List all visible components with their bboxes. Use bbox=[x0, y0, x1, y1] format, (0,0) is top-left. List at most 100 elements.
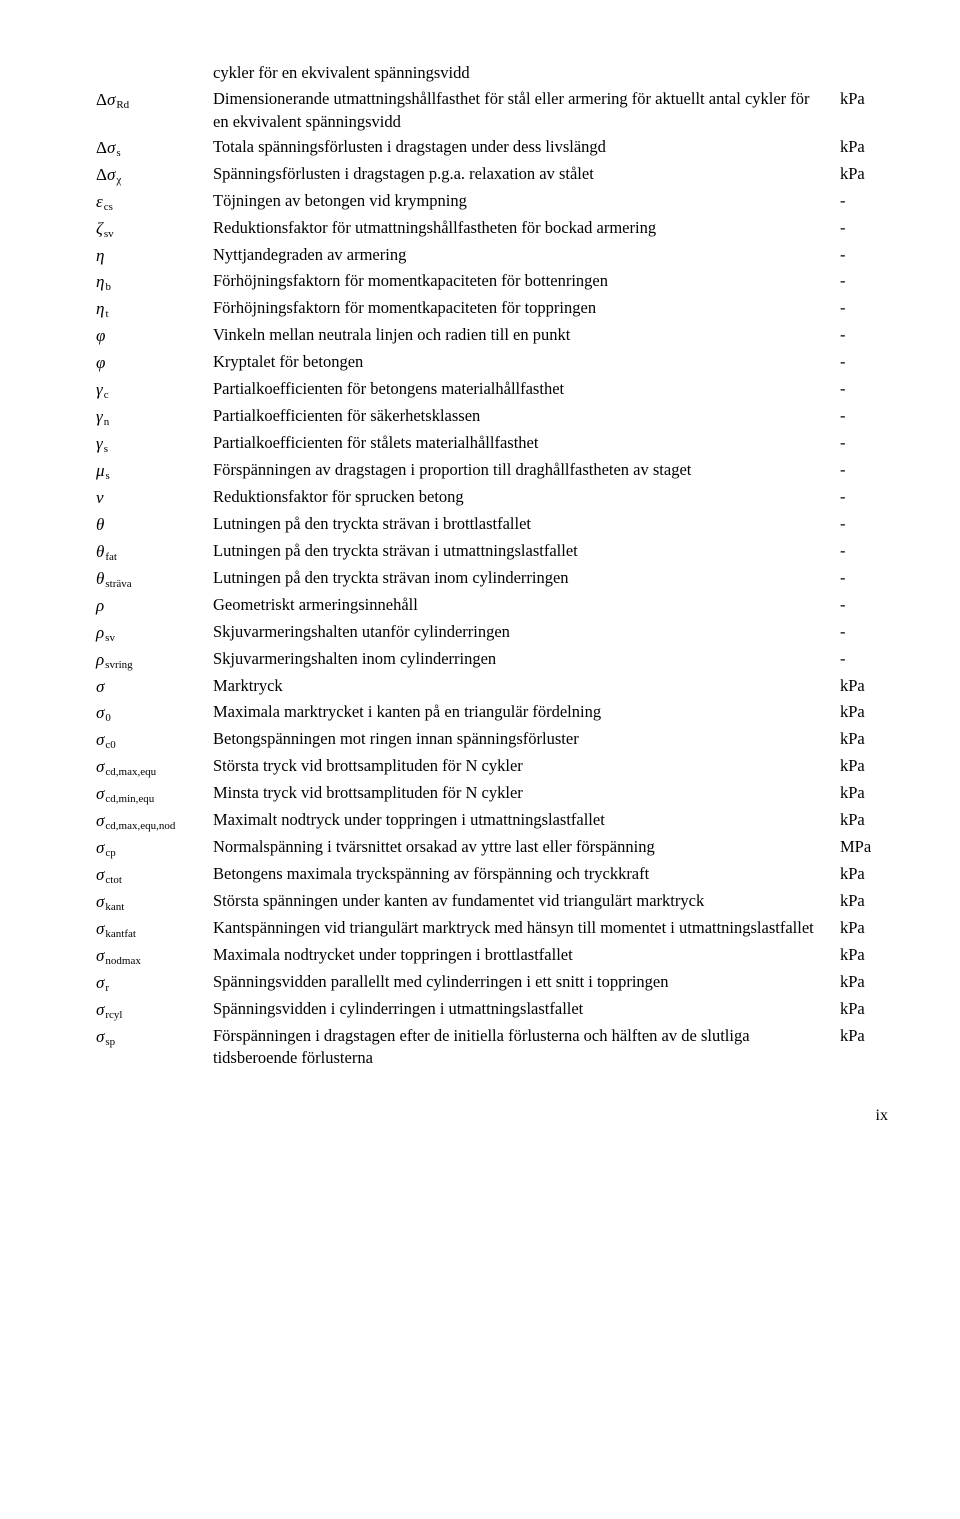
symbol-cell: θsträva bbox=[96, 567, 213, 591]
description-cell: Normalspänning i tvärsnittet orsakad av … bbox=[213, 836, 840, 858]
description-cell: Reduktionsfaktor för sprucken betong bbox=[213, 486, 840, 508]
symbol-row: ζsvReduktionsfaktor för utmattningshållf… bbox=[96, 217, 888, 241]
symbol-row: σnodmaxMaximala nodtrycket under topprin… bbox=[96, 944, 888, 968]
symbol-cell: σ bbox=[96, 675, 213, 699]
description-cell: Partialkoefficienten för stålets materia… bbox=[213, 432, 840, 454]
symbol-cell: Δσs bbox=[96, 136, 213, 160]
symbol-row: ΔσRdDimensionerande utmattningshållfasth… bbox=[96, 88, 888, 133]
symbol-row: σcd,max,equStörsta tryck vid brottsampli… bbox=[96, 755, 888, 779]
symbol-row: μsFörspänningen av dragstagen i proporti… bbox=[96, 459, 888, 483]
symbol-row: σrSpänningsvidden parallellt med cylinde… bbox=[96, 971, 888, 995]
symbol-row: ΔσχSpänningsförlusten i dragstagen p.g.a… bbox=[96, 163, 888, 187]
symbol-cell: σnodmax bbox=[96, 944, 213, 968]
description-cell: Största tryck vid brottsamplituden för N… bbox=[213, 755, 840, 777]
symbol-row: σkantfatKantspänningen vid triangulärt m… bbox=[96, 917, 888, 941]
symbol-row: ηbFörhöjningsfaktorn för momentkapacitet… bbox=[96, 270, 888, 294]
unit-cell: kPa bbox=[840, 863, 888, 885]
unit-cell: kPa bbox=[840, 782, 888, 804]
symbol-row: γsPartialkoefficienten för stålets mater… bbox=[96, 432, 888, 456]
unit-cell: - bbox=[840, 513, 888, 535]
description-cell: Dimensionerande utmattningshållfasthet f… bbox=[213, 88, 840, 133]
symbol-cell: μs bbox=[96, 459, 213, 483]
symbol-cell: σcd,max,equ bbox=[96, 755, 213, 779]
description-cell: Spänningsvidden i cylinderringen i utmat… bbox=[213, 998, 840, 1020]
description-cell: Betongspänningen mot ringen innan spänni… bbox=[213, 728, 840, 750]
symbol-row: σcd,max,equ,nodMaximalt nodtryck under t… bbox=[96, 809, 888, 833]
symbol-cell: η bbox=[96, 244, 213, 268]
symbol-cell: σrcyl bbox=[96, 998, 213, 1022]
symbol-cell: σr bbox=[96, 971, 213, 995]
description-cell: Lutningen på den tryckta strävan i utmat… bbox=[213, 540, 840, 562]
symbol-cell: θ bbox=[96, 513, 213, 537]
symbol-row: γcPartialkoefficienten för betongens mat… bbox=[96, 378, 888, 402]
symbol-cell: σsp bbox=[96, 1025, 213, 1049]
symbol-cell: σcp bbox=[96, 836, 213, 860]
description-cell: Nyttjandegraden av armering bbox=[213, 244, 840, 266]
symbol-row: ρsvringSkjuvarmeringshalten inom cylinde… bbox=[96, 648, 888, 672]
unit-cell: kPa bbox=[840, 88, 888, 110]
description-cell: Reduktionsfaktor för utmattningshållfast… bbox=[213, 217, 840, 239]
symbol-cell: Δσχ bbox=[96, 163, 213, 187]
unit-cell: kPa bbox=[840, 998, 888, 1020]
description-cell: Lutningen på den tryckta strävan i brott… bbox=[213, 513, 840, 535]
symbol-row: ηtFörhöjningsfaktorn för momentkapacitet… bbox=[96, 297, 888, 321]
symbol-cell: ΔσRd bbox=[96, 88, 213, 112]
unit-cell: - bbox=[840, 567, 888, 589]
continuation-line: cykler för en ekvivalent spänningsvidd bbox=[213, 62, 888, 84]
description-cell: Minsta tryck vid brottsamplituden för N … bbox=[213, 782, 840, 804]
description-cell: Geometriskt armeringsinnehåll bbox=[213, 594, 840, 616]
unit-cell: kPa bbox=[840, 944, 888, 966]
symbol-row: ΔσsTotala spänningsförlusten i dragstage… bbox=[96, 136, 888, 160]
symbol-cell: ρ bbox=[96, 594, 213, 618]
description-cell: Betongens maximala tryckspänning av förs… bbox=[213, 863, 840, 885]
unit-cell: kPa bbox=[840, 971, 888, 993]
unit-cell: kPa bbox=[840, 675, 888, 697]
description-cell: Förspänningen i dragstagen efter de init… bbox=[213, 1025, 840, 1070]
symbol-row: γnPartialkoefficienten för säkerhetsklas… bbox=[96, 405, 888, 429]
symbol-row: σspFörspänningen i dragstagen efter de i… bbox=[96, 1025, 888, 1070]
description-cell: Förhöjningsfaktorn för momentkapaciteten… bbox=[213, 270, 840, 292]
unit-cell: - bbox=[840, 648, 888, 670]
symbol-cell: σkant bbox=[96, 890, 213, 914]
description-cell: Spänningsvidden parallellt med cylinderr… bbox=[213, 971, 840, 993]
unit-cell: - bbox=[840, 540, 888, 562]
unit-cell: kPa bbox=[840, 701, 888, 723]
symbol-row: σctotBetongens maximala tryckspänning av… bbox=[96, 863, 888, 887]
unit-cell: - bbox=[840, 378, 888, 400]
description-cell: Partialkoefficienten för säkerhetsklasse… bbox=[213, 405, 840, 427]
description-cell: Vinkeln mellan neutrala linjen och radie… bbox=[213, 324, 840, 346]
description-cell: Partialkoefficienten för betongens mater… bbox=[213, 378, 840, 400]
description-cell: Maximala nodtrycket under toppringen i b… bbox=[213, 944, 840, 966]
unit-cell: - bbox=[840, 297, 888, 319]
symbol-cell: ν bbox=[96, 486, 213, 510]
unit-cell: kPa bbox=[840, 755, 888, 777]
description-cell: Maximalt nodtryck under toppringen i utm… bbox=[213, 809, 840, 831]
unit-cell: - bbox=[840, 217, 888, 239]
unit-cell: - bbox=[840, 190, 888, 212]
symbol-cell: ηt bbox=[96, 297, 213, 321]
description-cell: Töjningen av betongen vid krympning bbox=[213, 190, 840, 212]
symbol-row: σ0Maximala marktrycket i kanten på en tr… bbox=[96, 701, 888, 725]
symbol-cell: σc0 bbox=[96, 728, 213, 752]
symbol-cell: σcd,max,equ,nod bbox=[96, 809, 213, 833]
symbol-cell: εcs bbox=[96, 190, 213, 214]
symbol-row: θLutningen på den tryckta strävan i brot… bbox=[96, 513, 888, 537]
symbol-cell: φ bbox=[96, 324, 213, 348]
symbol-cell: ζsv bbox=[96, 217, 213, 241]
unit-cell: - bbox=[840, 486, 888, 508]
page-number: ix bbox=[96, 1105, 888, 1127]
unit-cell: - bbox=[840, 459, 888, 481]
description-cell: Kantspänningen vid triangulärt marktryck… bbox=[213, 917, 840, 939]
symbol-row: σkantStörsta spänningen under kanten av … bbox=[96, 890, 888, 914]
symbol-row: θsträvaLutningen på den tryckta strävan … bbox=[96, 567, 888, 591]
symbol-cell: γs bbox=[96, 432, 213, 456]
symbol-cell: ρsv bbox=[96, 621, 213, 645]
symbol-row: ρsvSkjuvarmeringshalten utanför cylinder… bbox=[96, 621, 888, 645]
unit-cell: - bbox=[840, 621, 888, 643]
symbol-row: ρGeometriskt armeringsinnehåll- bbox=[96, 594, 888, 618]
unit-cell: - bbox=[840, 351, 888, 373]
symbol-cell: γc bbox=[96, 378, 213, 402]
symbol-row: εcsTöjningen av betongen vid krympning- bbox=[96, 190, 888, 214]
unit-cell: kPa bbox=[840, 809, 888, 831]
symbol-table: ΔσRdDimensionerande utmattningshållfasth… bbox=[96, 88, 888, 1069]
